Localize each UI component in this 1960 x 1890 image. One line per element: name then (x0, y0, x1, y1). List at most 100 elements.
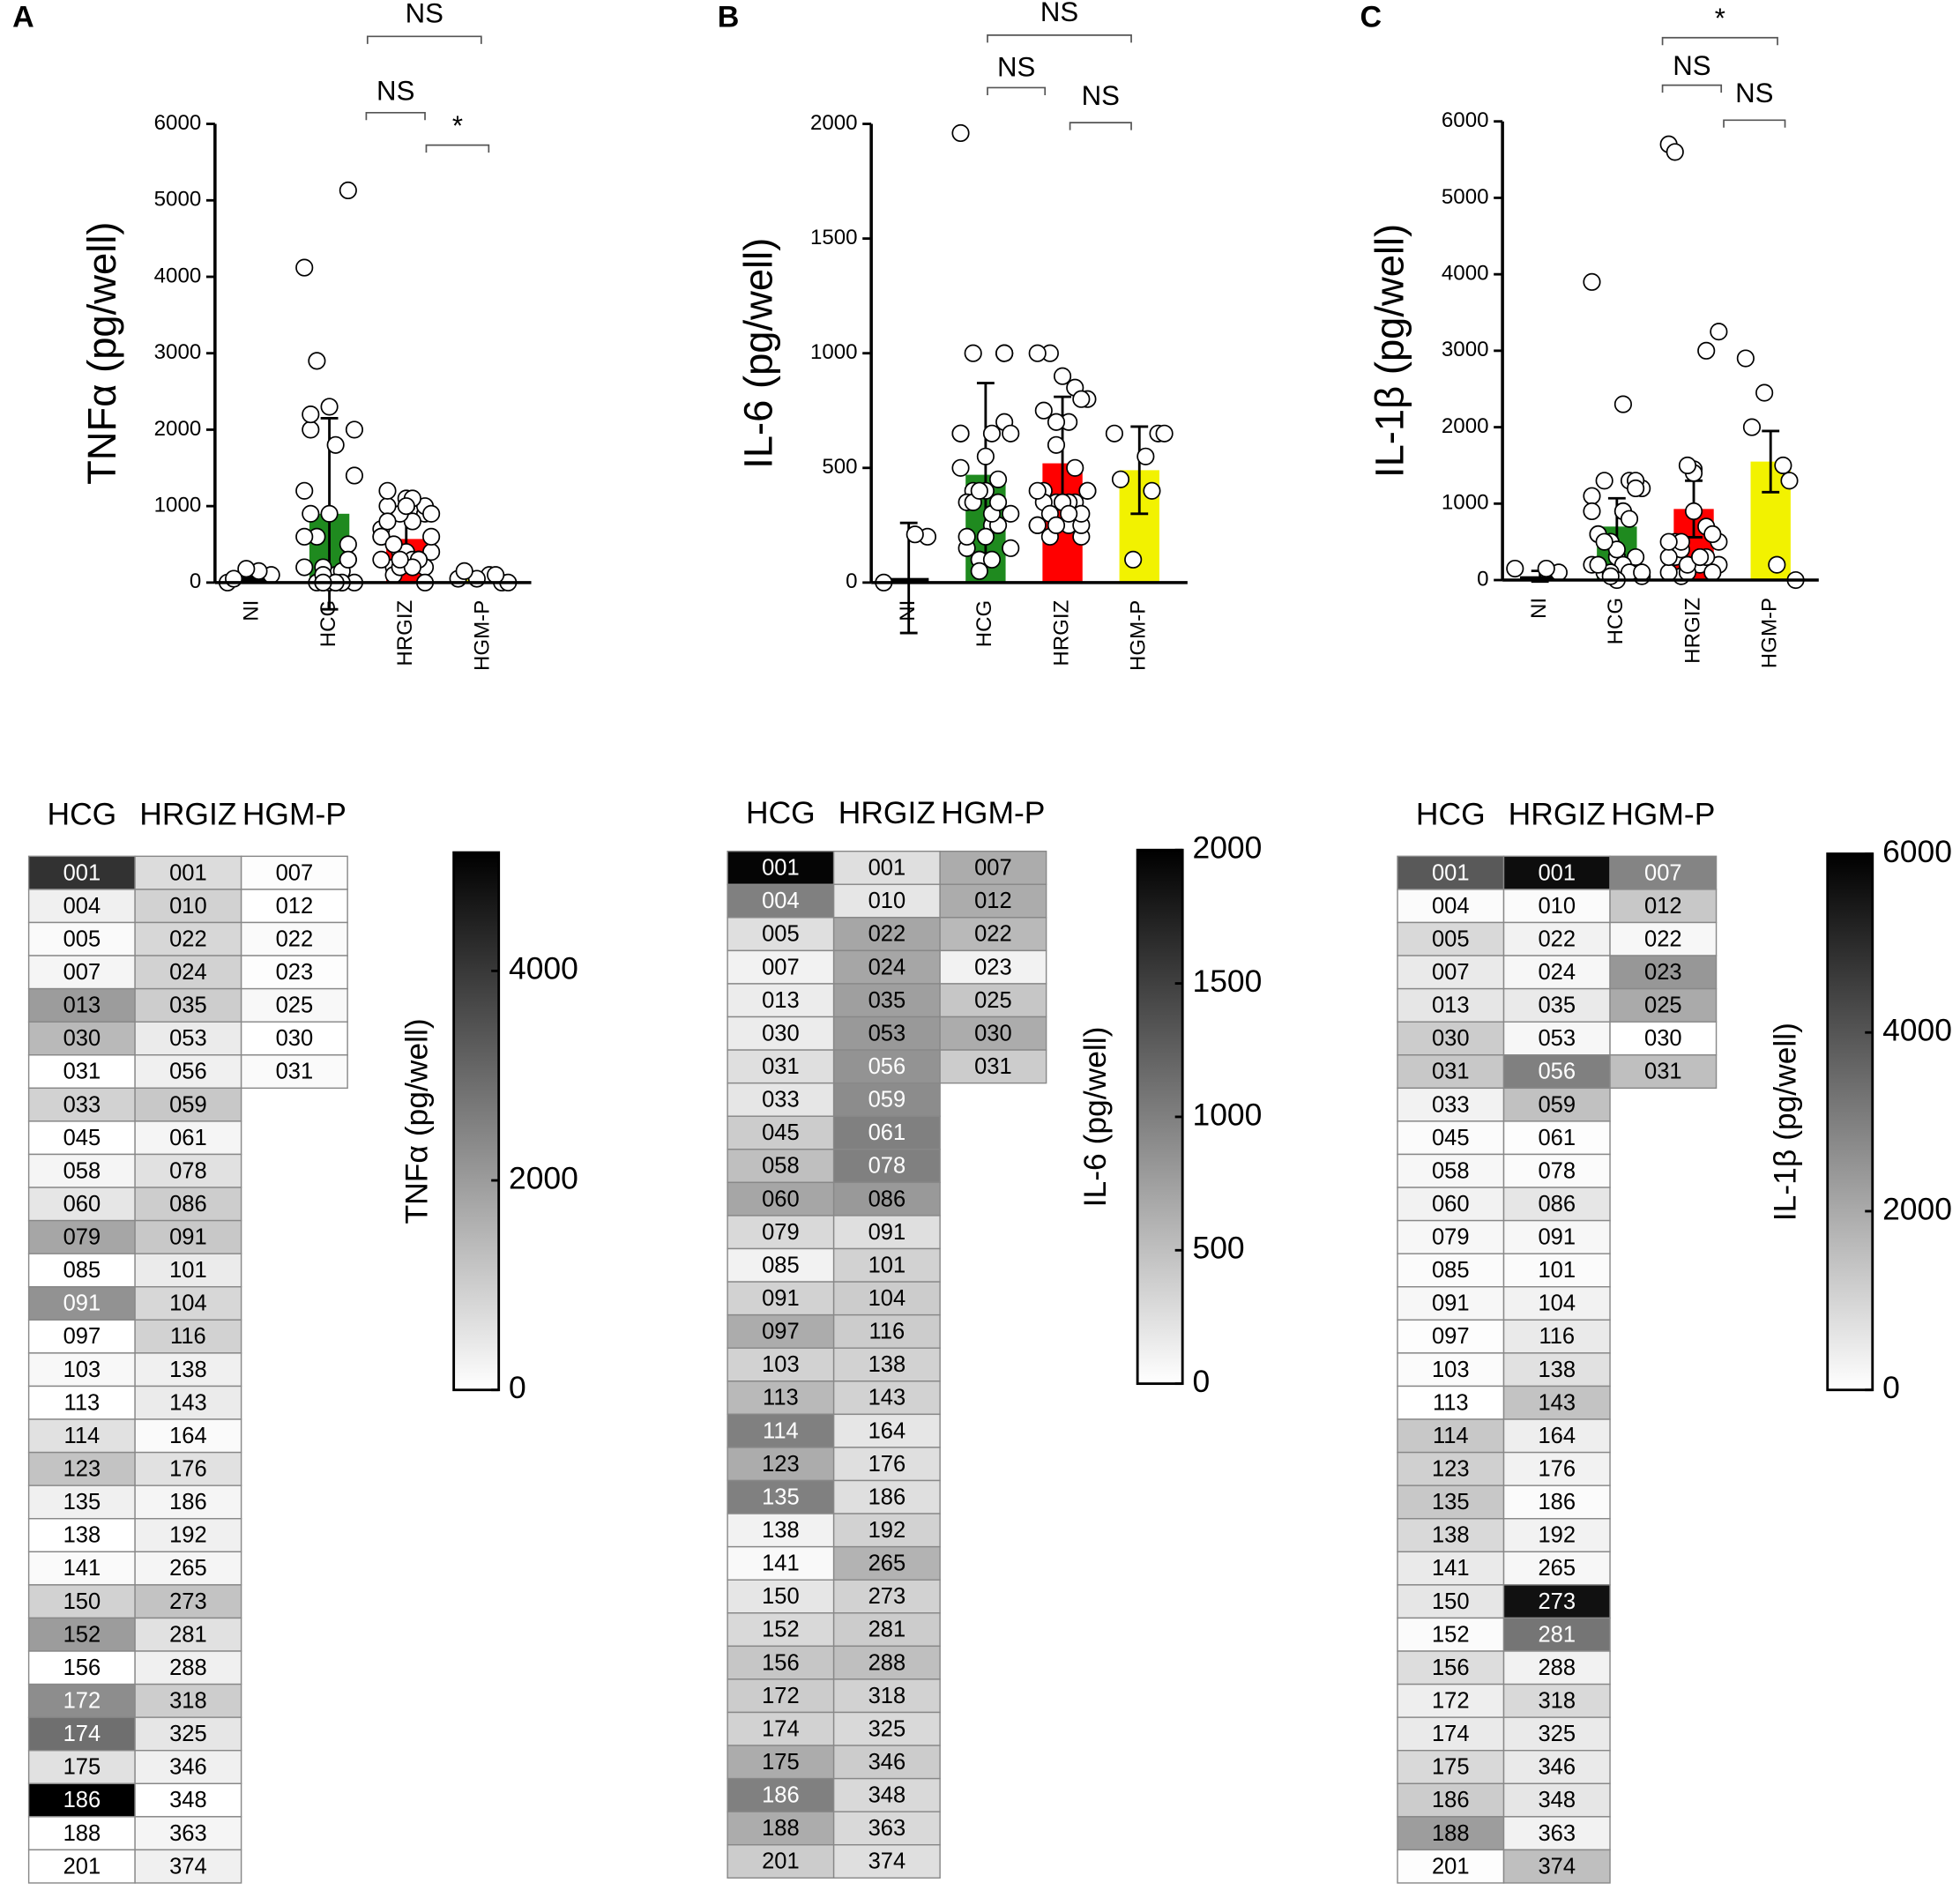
cell-label: 007 (276, 860, 314, 885)
cell-label: 143 (1539, 1390, 1576, 1415)
heatmap-cell (27, 1219, 136, 1254)
data-point (397, 497, 415, 516)
cell-label: 023 (276, 960, 314, 985)
colorbar-tick-label: 6000 (1882, 834, 1952, 869)
heatmap-cell (832, 850, 941, 885)
heatmap-cell (1609, 955, 1718, 990)
data-point (487, 566, 505, 584)
heatmap-cell (240, 889, 348, 924)
data-point (1583, 272, 1601, 291)
cell-label: 174 (1432, 1722, 1470, 1746)
cell-label: 007 (1644, 860, 1682, 885)
heatmap-cell (1397, 1849, 1505, 1884)
heatmap-cell (939, 983, 1047, 1018)
data-point (295, 558, 314, 577)
heatmap-cell (1397, 1484, 1505, 1520)
heatmap-cell (27, 1451, 136, 1486)
heatmap-cell (832, 1479, 941, 1514)
cell-label: 012 (974, 889, 1012, 913)
cell-label: 010 (169, 894, 207, 919)
heatmap-cell (1397, 1286, 1505, 1321)
data-point (320, 504, 339, 523)
cell-label: 012 (1644, 894, 1682, 919)
cell-label: 116 (170, 1324, 206, 1349)
x-tick-label: HCG (317, 600, 340, 648)
heatmap-cell (727, 1413, 835, 1448)
heatmap-cell (240, 1054, 348, 1090)
heatmap-cell (832, 1777, 941, 1812)
heatmap-cell (134, 1352, 242, 1388)
data-point (1620, 510, 1639, 528)
heatmap-cell (1502, 1683, 1611, 1718)
column-header: HGM-P (941, 795, 1045, 830)
cell-label: 001 (63, 860, 101, 885)
cell-label: 188 (762, 1816, 800, 1841)
heatmap-cell (1502, 1518, 1611, 1553)
heatmap-cell (134, 1518, 242, 1553)
cell-label: 138 (762, 1518, 800, 1543)
heatmap-cell (27, 1849, 136, 1884)
heatmap-cell (1502, 1253, 1611, 1288)
heatmap-cell (832, 1016, 941, 1051)
cell-label: 172 (762, 1684, 800, 1708)
cell-label: 001 (1539, 860, 1576, 885)
y-tick-label: 2000 (154, 417, 202, 441)
data-point (1780, 472, 1799, 490)
cell-label: 001 (868, 856, 906, 881)
data-point (905, 525, 924, 544)
data-point (1111, 470, 1130, 488)
cell-label: 025 (1644, 993, 1682, 1018)
y-tick-label: 0 (190, 569, 201, 593)
data-point (982, 424, 1002, 443)
cell-label: 056 (1539, 1060, 1576, 1084)
heatmap-cell (27, 1782, 136, 1818)
cell-label: 004 (63, 894, 101, 919)
heatmap-cell (832, 1181, 941, 1217)
data-point (455, 562, 473, 580)
cell-label: 097 (1432, 1324, 1470, 1349)
significance-bracket (425, 144, 490, 153)
data-point (970, 481, 988, 500)
heatmap-cell (1502, 1087, 1611, 1122)
significance-bracket (1661, 84, 1723, 93)
heatmap-cell (27, 1087, 136, 1122)
heatmap-cell (134, 1816, 242, 1851)
heatmap-cell (1502, 955, 1611, 990)
cell-label: 288 (1539, 1656, 1576, 1680)
data-point (1537, 559, 1555, 578)
cell-label: 281 (1539, 1622, 1576, 1647)
cell-label: 022 (1539, 926, 1576, 951)
data-point (1143, 481, 1161, 500)
data-point (422, 527, 441, 546)
data-point (1613, 395, 1632, 413)
heatmap-cell (240, 987, 348, 1023)
y-tick-label: 2000 (810, 111, 858, 135)
cell-label: 091 (1432, 1291, 1470, 1316)
heatmap-cell (134, 1120, 242, 1156)
heatmap-cell (27, 955, 136, 990)
x-tick-label: HGM-P (470, 600, 494, 671)
y-tick-label: 1000 (154, 494, 202, 517)
cell-label: 104 (868, 1286, 906, 1311)
cell-label: 091 (868, 1220, 906, 1245)
cell-label: 346 (868, 1750, 906, 1775)
cell-label: 152 (762, 1618, 800, 1642)
heatmap-cell (134, 1385, 242, 1420)
cell-label: 188 (1432, 1821, 1470, 1846)
y-tick-label: 1500 (810, 226, 858, 249)
significance-label: NS (376, 75, 414, 106)
cell-label: 031 (63, 1060, 101, 1084)
heatmap-cell (832, 1811, 941, 1846)
cell-label: 138 (1432, 1523, 1470, 1548)
data-point (1124, 550, 1143, 569)
heatmap-cell (1502, 1816, 1611, 1851)
data-point (308, 352, 326, 370)
heatmap-cell (1502, 1451, 1611, 1486)
heatmap-cell (1609, 889, 1718, 924)
heatmap-cell (1609, 987, 1718, 1023)
cell-label: 363 (169, 1821, 207, 1846)
heatmap-cell (727, 1215, 835, 1250)
data-point (1710, 323, 1728, 341)
cell-label: 325 (868, 1716, 906, 1741)
cell-label: 164 (868, 1418, 906, 1443)
